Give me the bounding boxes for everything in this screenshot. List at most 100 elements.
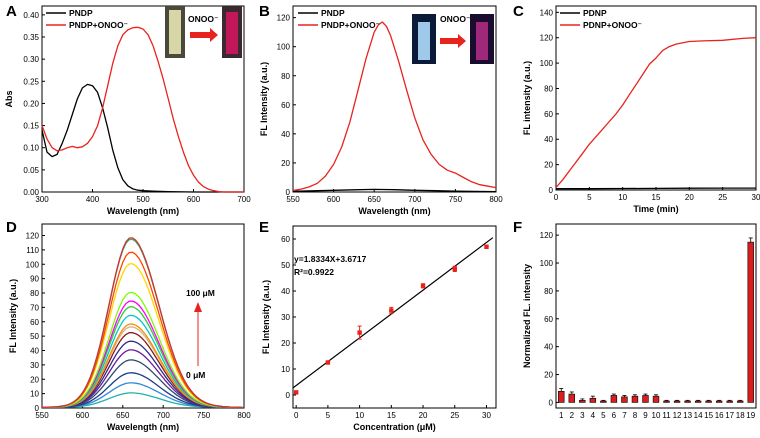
y-tick-label: 80 xyxy=(281,72,290,81)
bar xyxy=(579,400,586,403)
x-tick-label: 550 xyxy=(35,411,49,420)
category-label: 5 xyxy=(601,411,606,420)
fit-r-squared: R²=0.9922 xyxy=(294,267,334,277)
x-tick-label: 0 xyxy=(294,411,299,420)
bar xyxy=(663,400,670,403)
y-tick-label: 0.35 xyxy=(23,33,39,42)
y-tick-label: 70 xyxy=(30,303,39,312)
bar xyxy=(589,397,597,403)
category-label: 18 xyxy=(736,411,745,420)
y-tick-label: 20 xyxy=(30,375,39,384)
legend-c: PDNP PDNP+ONOO⁻ xyxy=(560,8,642,30)
y-tick-label: 0.10 xyxy=(23,144,39,153)
x-tick-label: 600 xyxy=(327,195,341,204)
y-tick-label: 60 xyxy=(544,315,553,324)
y-tick-label: 0.20 xyxy=(23,99,39,108)
x-tick-label: 750 xyxy=(197,411,211,420)
x-tick-label: 5 xyxy=(587,193,592,202)
category-label: 2 xyxy=(570,411,575,420)
category-label: 15 xyxy=(704,411,713,420)
y-tick-label: 50 xyxy=(281,261,290,270)
y-tick-label: 100 xyxy=(540,59,554,68)
x-tick-label: 800 xyxy=(489,195,503,204)
x-tick-label: 5 xyxy=(326,411,331,420)
x-tick-label: 15 xyxy=(652,193,661,202)
panel-a-abs-spectra: 300 400 500 600 700 0.00 0.05 0.10 0.15 0.20 0.25 0… xyxy=(4,5,251,216)
y-tick-label: 10 xyxy=(281,365,290,374)
legend-c-label-pdnp: PDNP xyxy=(583,8,607,18)
legend-a: PNDP PNDP+ONOO⁻ xyxy=(46,8,128,30)
panel-label-a: A xyxy=(6,3,17,20)
x-tick-label: 700 xyxy=(237,195,251,204)
inset-a-vial-photos: ONOO⁻ xyxy=(165,6,242,58)
y-tick-label: 10 xyxy=(30,390,39,399)
x-tick-label: 30 xyxy=(752,193,760,202)
titration-curve-4 xyxy=(42,349,243,408)
y-tick-label: 0 xyxy=(549,186,554,195)
panel-c-time-course: 0 5 10 15 20 25 30 0 20 40 60 80 100 120 140 Time (min)… xyxy=(522,5,760,214)
data-point xyxy=(293,390,299,395)
bar xyxy=(631,395,639,403)
y-tick-label: 100 xyxy=(26,260,40,269)
titration-curve-16 xyxy=(42,237,243,408)
y-tick-label: 0 xyxy=(286,188,291,197)
x-tick-label: 600 xyxy=(187,195,201,204)
series-line-control xyxy=(556,187,756,190)
vial-before-uv-liquid xyxy=(418,22,430,60)
titration-curve-6 xyxy=(41,332,243,408)
y-tick-label: 100 xyxy=(540,259,554,268)
x-tick-label: 400 xyxy=(86,195,100,204)
bar xyxy=(568,393,575,403)
category-label: 16 xyxy=(715,411,724,420)
data-point xyxy=(389,308,394,313)
x-tick-label: 500 xyxy=(136,195,150,204)
vial-after-liquid xyxy=(226,12,238,54)
series-line-onoo xyxy=(41,26,244,193)
plot-frame xyxy=(41,223,245,409)
y-tick-label: 40 xyxy=(30,347,39,356)
y-tick-label: 0.15 xyxy=(23,122,39,131)
x-tick-label: 700 xyxy=(408,195,422,204)
y-tick-label: 90 xyxy=(30,275,39,284)
category-label: 1 xyxy=(559,411,564,420)
x-tick-label: 15 xyxy=(387,411,396,420)
panel-b-fl-spectra: 550 600 650 700 750 800 0 20 40 60 80 100 120 Wavelen… xyxy=(259,5,503,216)
bar xyxy=(726,400,733,403)
titration-curve-13 xyxy=(42,263,243,408)
legend-b-label-pndp: PNDP xyxy=(321,8,345,18)
category-label: 19 xyxy=(746,411,755,420)
x-tick-label: 800 xyxy=(237,411,251,420)
x-tick-label: 650 xyxy=(368,195,382,204)
y-tick-label: 20 xyxy=(544,161,553,170)
x-tick-label: 650 xyxy=(116,411,130,420)
data-point xyxy=(420,283,426,288)
category-label: 14 xyxy=(694,411,703,420)
x-tick-label: 0 xyxy=(554,193,559,202)
category-label: 17 xyxy=(725,411,734,420)
y-tick-label: 0.05 xyxy=(23,166,39,175)
titration-curve-3 xyxy=(42,359,243,408)
category-label: 12 xyxy=(673,411,682,420)
inset-a-onoo-label: ONOO⁻ xyxy=(188,14,218,24)
bar xyxy=(737,400,744,403)
series-line-onoo xyxy=(555,37,757,188)
bar xyxy=(747,241,754,403)
data-point xyxy=(325,360,331,365)
y-tick-label: 20 xyxy=(281,159,290,168)
y-tick-label: 100 xyxy=(277,43,291,52)
x-tick-label: 300 xyxy=(35,195,49,204)
plot-frame xyxy=(292,5,497,193)
category-label: 8 xyxy=(633,411,638,420)
vial-before-liquid xyxy=(169,10,181,54)
panel-label-c: C xyxy=(513,3,524,20)
y-tick-label: 0.00 xyxy=(23,188,39,197)
vial-after-uv-liquid xyxy=(476,22,488,60)
category-label: 11 xyxy=(662,411,671,420)
y-tick-label: 80 xyxy=(544,84,553,93)
bar xyxy=(715,400,723,403)
y-axis-label: FL intensity (a.u.) xyxy=(522,61,532,135)
y-tick-label: 120 xyxy=(277,14,291,23)
y-tick-label: 60 xyxy=(30,318,39,327)
plot-frame xyxy=(555,223,757,409)
